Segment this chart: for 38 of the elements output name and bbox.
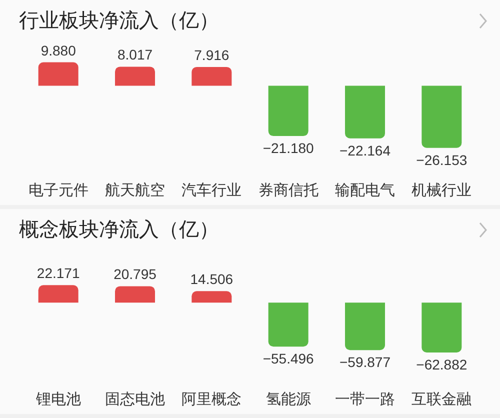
x-tick-label: 阿里概念 — [182, 391, 242, 408]
x-tick-label: 互联金融 — [412, 391, 472, 408]
bar — [192, 66, 232, 86]
x-tick-label: 汽车行业 — [182, 182, 242, 199]
data-label: 7.916 — [194, 46, 230, 63]
data-label: −26.153 — [416, 152, 468, 168]
bar — [345, 302, 385, 350]
x-tick-label: 输配电气 — [335, 182, 395, 199]
bar — [38, 62, 78, 86]
data-label: 8.017 — [117, 46, 153, 63]
bar — [345, 86, 385, 138]
x-tick-label: 氢能源 — [266, 391, 311, 408]
x-tick-label: 航天航空 — [105, 182, 165, 199]
bar — [115, 66, 155, 86]
chart-title: 概念板块净流入（亿） — [19, 219, 219, 241]
x-tick-label: 固态电池 — [105, 391, 165, 408]
bar — [268, 86, 308, 136]
data-label: 20.795 — [114, 266, 157, 282]
x-tick-label: 一带一路 — [335, 391, 395, 408]
data-label: −59.877 — [340, 354, 391, 370]
data-label: 9.880 — [40, 42, 76, 58]
data-label: 22.171 — [36, 265, 80, 282]
bar — [268, 302, 308, 347]
data-label: −62.882 — [416, 356, 468, 372]
data-label: 14.506 — [190, 271, 234, 288]
chart-title: 行业板块净流入（亿） — [19, 10, 219, 32]
bar — [192, 291, 232, 303]
x-tick-label: 机械行业 — [412, 182, 472, 199]
bar — [422, 86, 462, 148]
bar — [38, 285, 78, 303]
x-tick-label: 电子元件 — [28, 182, 88, 199]
data-label: −22.164 — [340, 142, 391, 158]
data-label: −55.496 — [262, 350, 314, 367]
x-tick-label: 锂电池 — [34, 391, 81, 408]
x-tick-label: 券商信托 — [258, 182, 318, 199]
bar — [115, 286, 155, 303]
data-label: −21.180 — [262, 140, 314, 156]
bar — [422, 302, 462, 352]
